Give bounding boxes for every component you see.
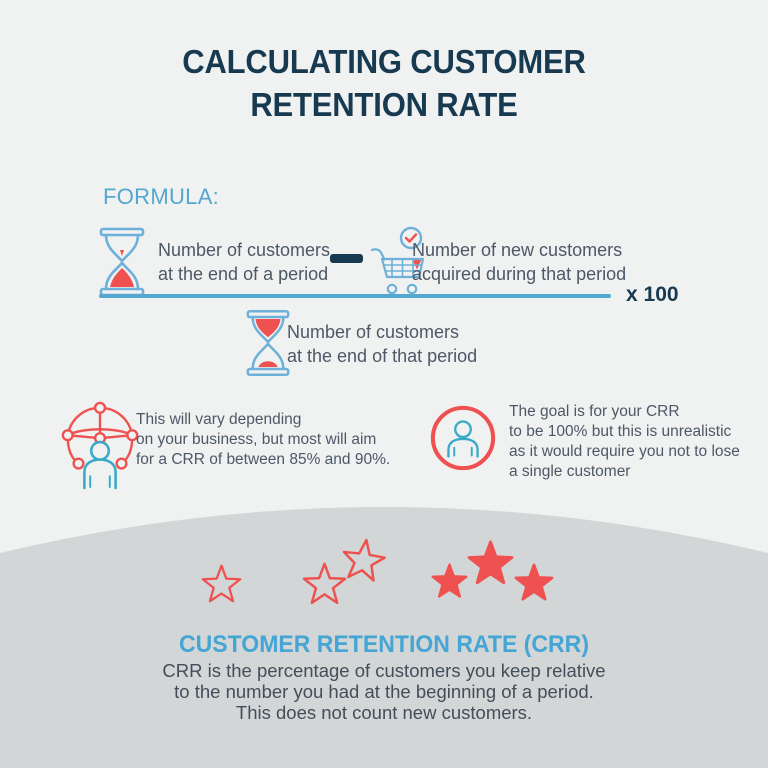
- hourglass-sand-bottom-icon: [99, 227, 145, 297]
- footer-line3: This does not count new customers.: [235, 702, 533, 723]
- note-variance-line1: This will vary depending: [136, 411, 302, 428]
- denominator-line1: Number of customers: [287, 322, 460, 342]
- cart-check-icon: [370, 226, 425, 295]
- note-goal-text: The goal is for your CRR to be 100% but …: [509, 402, 740, 482]
- star-outline-icon: [302, 562, 347, 605]
- denominator-line2: at the end of that period: [287, 346, 478, 366]
- star-outline-icon: [342, 538, 386, 582]
- note-variance-text: This will vary depending on your busines…: [136, 410, 390, 470]
- network-person-icon: [61, 401, 139, 490]
- page-title-line1: CALCULATING CUSTOMER: [182, 43, 586, 80]
- footer-heading: CUSTOMER RETENTION RATE (CRR): [178, 631, 590, 658]
- note-variance-line2: on your business, but most will aim: [136, 431, 377, 448]
- star-filled-icon: [467, 540, 514, 585]
- denominator-text: Number of customers at the end of that p…: [287, 320, 477, 368]
- star-outline-icon: [201, 564, 242, 603]
- numerator-right-text: Number of new customers acquired during …: [412, 238, 626, 286]
- note-goal-line2: to be 100% but this is unrealistic: [509, 423, 732, 440]
- footer-paragraph: CRR is the percentage of customers you k…: [0, 660, 768, 723]
- numerator-right-line1: Number of new customers: [412, 240, 623, 260]
- hourglass-sand-top-icon: [246, 310, 290, 376]
- multiplier-label: x 100: [626, 283, 679, 306]
- page-title: CALCULATING CUSTOMER RETENTION RATE: [23, 40, 745, 126]
- fraction-line: [99, 294, 611, 298]
- formula-label: FORMULA:: [103, 184, 220, 209]
- note-variance-line3: for a CRR of between 85% and 90%.: [136, 451, 391, 468]
- numerator-left-line1: Number of customers: [158, 240, 331, 260]
- dome-background: [0, 507, 768, 768]
- star-filled-icon: [431, 563, 468, 598]
- numerator-right-line2: acquired during that period: [412, 264, 627, 284]
- numerator-left-line2: at the end of a period: [158, 264, 329, 284]
- numerator-left-text: Number of customers at the end of a peri…: [158, 238, 330, 286]
- star-filled-icon: [514, 563, 554, 601]
- page-title-line2: RETENTION RATE: [250, 86, 518, 123]
- footer-line2: to the number you had at the beginning o…: [174, 681, 594, 702]
- minus-operator: [330, 254, 363, 263]
- note-goal-line1: The goal is for your CRR: [509, 403, 680, 420]
- person-circle-icon: [430, 405, 496, 471]
- note-goal-line4: a single customer: [509, 463, 631, 480]
- note-goal-line3: as it would require you not to lose: [509, 443, 740, 460]
- footer-line1: CRR is the percentage of customers you k…: [162, 660, 606, 681]
